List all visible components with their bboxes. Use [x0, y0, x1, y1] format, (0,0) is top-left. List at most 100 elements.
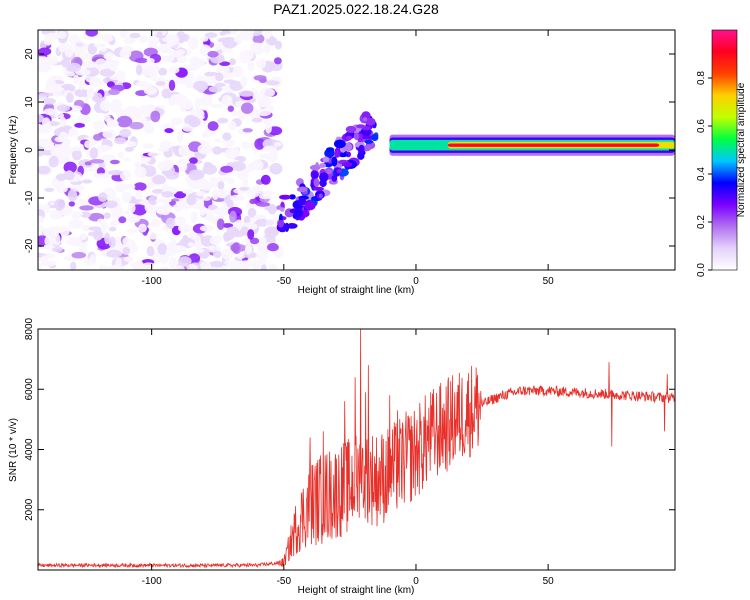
heatmap-cell [239, 186, 250, 191]
heatmap-cell [94, 92, 103, 104]
heatmap-cell [67, 189, 78, 202]
heatmap-cell [73, 74, 80, 85]
heatmap-cell [89, 79, 102, 85]
y-tick-label: 0 [24, 147, 35, 153]
heatmap-cell [174, 78, 189, 85]
heatmap-cell [129, 121, 144, 130]
heatmap-cell [173, 216, 187, 226]
heatmap-cell [319, 163, 326, 168]
heatmap-cell [319, 179, 327, 188]
heatmap-cell [73, 41, 89, 52]
heatmap-cell [224, 141, 234, 148]
heatmap-cell [108, 88, 120, 96]
heatmap-cell [81, 179, 93, 184]
heatmap-cell [244, 244, 253, 255]
heatmap-cell [125, 228, 139, 233]
heatmap-cell [68, 221, 83, 229]
snr-series-line [38, 329, 675, 569]
heatmap-cell [182, 188, 194, 194]
heatmap-cell [199, 206, 206, 216]
heatmap-cell [116, 115, 133, 128]
heatmap-cell [49, 87, 65, 92]
x-tick-label: 50 [543, 276, 555, 287]
heatmap-cell [209, 260, 224, 268]
heatmap-cell [230, 161, 246, 172]
heatmap-cell [269, 263, 278, 270]
heatmap-cell [213, 250, 222, 259]
heatmap-cell [58, 131, 69, 143]
heatmap-cell [286, 223, 298, 229]
heatmap-cell [178, 224, 193, 233]
heatmap-cell [219, 61, 231, 66]
heatmap-cell [123, 256, 134, 262]
heatmap-cell [334, 149, 341, 158]
heatmap-cell [322, 156, 330, 163]
heatmap-cell [48, 155, 59, 168]
heatmap-cell [249, 237, 260, 245]
heatmap-cell [226, 199, 234, 208]
heatmap-cell [230, 243, 240, 253]
heatmap-cell [267, 243, 279, 252]
heatmap-cell [38, 61, 48, 71]
heatmap-cell [85, 30, 98, 37]
heatmap-cell [164, 128, 174, 134]
heatmap-cell [260, 174, 271, 185]
heatmap-cell [160, 266, 170, 270]
heatmap-cell [52, 233, 61, 246]
x-tick-label: -50 [277, 576, 292, 587]
heatmap-cell [240, 75, 248, 88]
heatmap-cell [138, 223, 147, 233]
heatmap-cell [123, 36, 136, 45]
heatmap-cell [56, 173, 67, 181]
heatmap-cell [38, 215, 44, 224]
heatmap-cell [77, 114, 91, 124]
heatmap-cell [312, 186, 324, 191]
heatmap-cell [185, 49, 192, 56]
heatmap-cell [106, 118, 115, 128]
heatmap-cell [74, 88, 89, 98]
heatmap-cell [214, 82, 226, 88]
heatmap-cell [187, 36, 199, 47]
x-tick-label: 50 [543, 576, 555, 587]
heatmap-cell [158, 67, 168, 76]
heatmap-cell [229, 30, 238, 35]
heatmap-cell [72, 149, 82, 161]
heatmap-cell [331, 174, 338, 182]
heatmap-cell [168, 99, 177, 106]
heatmap-cell [69, 128, 79, 133]
heatmap-cell [172, 94, 188, 103]
heatmap-cell [193, 80, 209, 92]
heatmap-cell [170, 245, 187, 254]
heatmap-cell [280, 207, 285, 212]
y-tick-label: 8000 [24, 317, 35, 340]
heatmap-cell [207, 121, 219, 131]
heatmap-cell [264, 205, 280, 212]
heatmap-cell [214, 207, 229, 216]
heatmap-cell [223, 79, 236, 84]
heatmap-cell [78, 80, 85, 91]
heatmap-cell [110, 219, 119, 227]
heatmap-cell [93, 120, 105, 131]
heatmap-cell [160, 55, 175, 63]
heatmap-cell [249, 198, 256, 205]
heatmap-cell [70, 261, 77, 270]
heatmap-cell [94, 147, 108, 153]
heatmap-cell [99, 100, 112, 112]
heatmap-cell [217, 180, 225, 190]
heatmap-cell [361, 111, 371, 120]
heatmap-cell [135, 260, 144, 270]
heatmap-ridge-band [447, 143, 660, 147]
snr-panel: -100 -50 0 50 2000 4000 6000 8000 Height of str… [8, 317, 676, 596]
heatmap-cell [188, 116, 201, 128]
heatmap-cell [199, 182, 214, 191]
heatmap-cell [50, 226, 64, 232]
heatmap-cell [74, 122, 85, 128]
heatmap-cell [38, 225, 46, 233]
heatmap-cell [66, 92, 74, 103]
heatmap-cell [236, 254, 246, 259]
heatmap-cell [161, 191, 175, 198]
heatmap-cell [142, 262, 156, 269]
heatmap-cell [178, 144, 190, 157]
heatmap-cell [209, 103, 224, 109]
